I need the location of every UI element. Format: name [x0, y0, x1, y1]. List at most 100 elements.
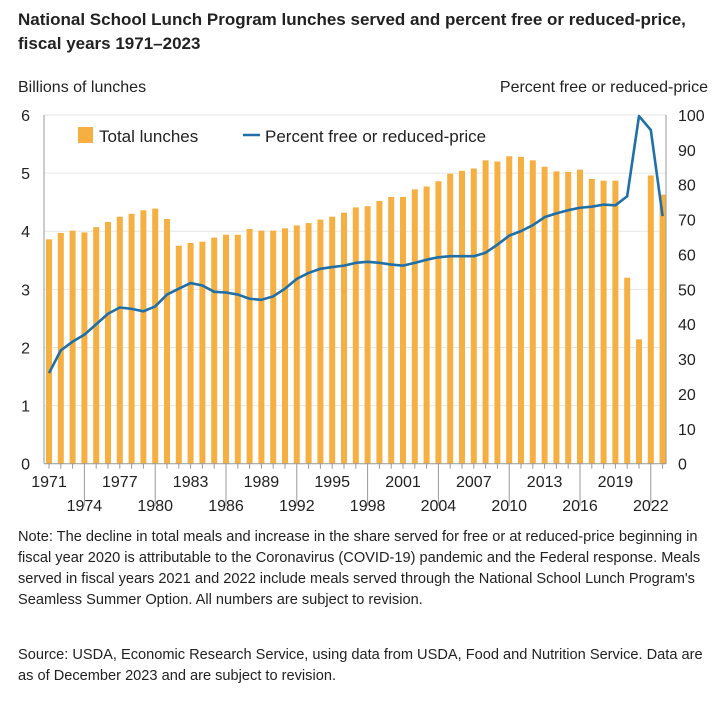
bar-1973	[69, 230, 76, 464]
x-tick-label: 2010	[491, 498, 527, 515]
x-tick-label: 2016	[562, 498, 598, 515]
right-axis-label: Percent free or reduced-price	[499, 79, 708, 96]
bar-2007	[470, 168, 477, 464]
right-tick-label: 90	[678, 143, 696, 160]
bar-2020	[624, 277, 631, 464]
bar-2018	[600, 180, 607, 464]
legend-label-bars: Total lunches	[99, 127, 198, 146]
bar-1995	[329, 216, 336, 464]
bar-2016	[577, 169, 583, 464]
bar-1979	[140, 210, 147, 464]
percent-line	[47, 114, 664, 374]
bar-1977	[116, 216, 123, 464]
bar-1975	[93, 227, 100, 464]
bar-1978	[128, 213, 135, 464]
x-tick-label: 1983	[173, 474, 209, 491]
x-tick-label: 2007	[456, 474, 492, 491]
bar-1976	[105, 221, 111, 464]
bar-1981	[164, 219, 170, 464]
x-tick-label: 2001	[385, 474, 421, 491]
bar-2008	[482, 160, 489, 464]
bar-2005	[447, 173, 454, 464]
x-tick-label: 1977	[102, 474, 138, 491]
left-axis-label: Billions of lunches	[18, 79, 147, 96]
bar-1987	[234, 234, 241, 464]
x-tick-label: 2019	[598, 474, 634, 491]
x-tick-label: 1986	[208, 498, 244, 515]
bar-2022	[647, 175, 654, 464]
bar-1986	[223, 234, 229, 464]
bar-1990	[270, 230, 277, 464]
bar-2002	[411, 189, 418, 464]
bar-2000	[388, 196, 395, 464]
bar-1999	[376, 201, 383, 464]
x-tick-label: 1974	[67, 498, 103, 515]
x-tick-label: 1998	[350, 498, 386, 515]
bar-2021	[636, 339, 642, 464]
bar-1989	[258, 230, 265, 464]
bar-2023	[659, 194, 666, 464]
bar-2001	[400, 196, 406, 464]
bar-1998	[364, 206, 371, 464]
x-tick-label: 2022	[633, 498, 669, 515]
right-tick-label: 20	[678, 387, 696, 404]
right-tick-label: 60	[678, 247, 696, 264]
right-tick-label: 40	[678, 317, 696, 334]
bar-1993	[305, 223, 312, 464]
bar-1988	[246, 228, 253, 464]
bar-2010	[506, 156, 513, 464]
bar-1994	[317, 219, 324, 464]
bar-2019	[612, 180, 619, 464]
legend-swatch-bars	[78, 127, 93, 143]
bar-2004	[435, 181, 442, 464]
bar-1984	[199, 241, 206, 464]
left-tick-label: 1	[21, 399, 30, 416]
bar-1996	[341, 212, 347, 464]
bar-2013	[541, 166, 548, 464]
x-tick-label: 1971	[31, 474, 67, 491]
bar-2003	[423, 186, 430, 464]
chart-title: National School Lunch Program lunches se…	[18, 10, 686, 53]
bar-2009	[494, 161, 501, 464]
right-tick-label: 10	[678, 422, 696, 439]
right-tick-label: 0	[678, 457, 687, 474]
bar-1982	[175, 245, 182, 464]
bar-1980	[152, 208, 159, 464]
x-tick-label: 1980	[137, 498, 173, 515]
left-tick-label: 2	[21, 340, 30, 357]
left-tick-label: 6	[21, 108, 30, 125]
bar-2015	[565, 171, 572, 464]
right-tick-label: 100	[678, 108, 705, 125]
bar-1997	[352, 207, 359, 464]
left-tick-label: 5	[21, 166, 30, 183]
bar-2012	[529, 160, 536, 464]
x-tick-label: 2004	[421, 498, 457, 515]
chart-note: Note: The decline in total meals and inc…	[18, 529, 701, 608]
x-tick-label: 1995	[314, 474, 350, 491]
left-tick-label: 4	[21, 224, 30, 241]
bar-2017	[588, 178, 595, 464]
x-tick-label: 1992	[279, 498, 315, 515]
x-tick-label: 2013	[527, 474, 563, 491]
bar-1971	[46, 239, 52, 464]
bar-1983	[187, 242, 194, 464]
bar-2006	[459, 170, 465, 464]
bar-1985	[211, 237, 218, 464]
bar-1992	[293, 225, 300, 464]
bar-1974	[81, 232, 88, 464]
bar-2014	[553, 171, 560, 464]
legend-label-line: Percent free or reduced-price	[265, 127, 486, 146]
x-tick-label: 1989	[244, 474, 280, 491]
right-tick-label: 50	[678, 282, 696, 299]
right-tick-label: 70	[678, 213, 696, 230]
right-tick-label: 30	[678, 352, 696, 369]
bar-2011	[518, 156, 524, 464]
right-tick-label: 80	[678, 178, 696, 195]
left-tick-label: 0	[21, 457, 30, 474]
chart-source: Source: USDA, Economic Research Service,…	[18, 647, 703, 684]
left-tick-label: 3	[21, 282, 30, 299]
bar-1972	[57, 232, 64, 464]
bar-1991	[282, 228, 288, 464]
